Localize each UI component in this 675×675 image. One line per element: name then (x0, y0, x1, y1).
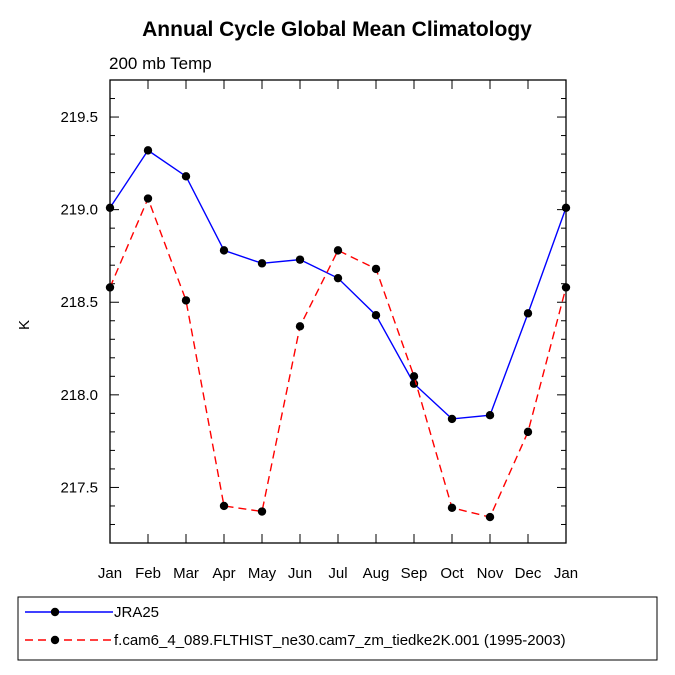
data-point (295, 255, 305, 264)
x-tick-label: Nov (477, 565, 504, 582)
data-point (561, 203, 571, 212)
data-point (219, 501, 229, 511)
data-point (485, 512, 495, 522)
data-point (143, 146, 153, 155)
data-point (181, 296, 191, 305)
chart-title: Annual Cycle Global Mean Climatology (142, 18, 532, 41)
data-point (523, 427, 533, 437)
legend-label: f.cam6_4_089.FLTHIST_ne30.cam7_zm_tiedke… (114, 632, 566, 649)
data-point (257, 507, 267, 516)
y-tick-label: 217.5 (60, 479, 98, 496)
data-point (143, 194, 153, 203)
x-tick-label: Jan (554, 565, 578, 582)
data-point (447, 414, 457, 424)
data-point (447, 503, 457, 513)
y-tick-label: 219.5 (60, 109, 98, 126)
data-point (333, 246, 343, 255)
data-point (295, 322, 305, 331)
legend-marker (50, 607, 60, 617)
data-point (257, 259, 267, 268)
y-axis-label: K (16, 320, 33, 330)
x-tick-label: Jan (98, 565, 122, 582)
data-point (485, 411, 495, 420)
x-tick-label: Oct (440, 565, 464, 582)
x-tick-label: Jun (288, 565, 312, 582)
legend-box (17, 596, 658, 661)
data-point (105, 203, 115, 212)
data-point (523, 309, 533, 318)
data-point (219, 246, 229, 255)
data-point (409, 379, 419, 388)
x-tick-label: Sep (401, 565, 428, 582)
x-tick-label: Mar (173, 565, 199, 582)
plot-frame (109, 79, 567, 544)
legend: JRA25 f.cam6_4_089.FLTHIST_ne30.cam7_zm_t… (17, 596, 658, 661)
data-point (181, 172, 191, 181)
x-tick-label: May (248, 565, 277, 582)
x-tick-label: Apr (212, 565, 235, 582)
data-point (561, 283, 571, 292)
x-tick-label: Dec (515, 565, 542, 582)
x-tick-label: Feb (135, 565, 161, 582)
data-point (105, 283, 115, 292)
plot-area: 217.5 218.0 218.5 219.0 219.5 Jan Feb Mar Apr May… (60, 79, 578, 582)
x-tick-label: Aug (363, 565, 390, 582)
data-point (409, 372, 419, 381)
x-tick-label: Jul (328, 565, 347, 582)
y-tick-label: 218.0 (60, 387, 98, 404)
y-tick-label: 219.0 (60, 202, 98, 219)
data-point (371, 311, 381, 320)
data-point (371, 264, 381, 274)
series-line-0 (109, 149, 567, 420)
data-point (333, 273, 343, 283)
legend-marker (50, 635, 60, 645)
chart-subtitle: 200 mb Temp (109, 54, 212, 73)
legend-label: JRA25 (114, 604, 159, 621)
y-tick-label: 218.5 (60, 294, 98, 311)
